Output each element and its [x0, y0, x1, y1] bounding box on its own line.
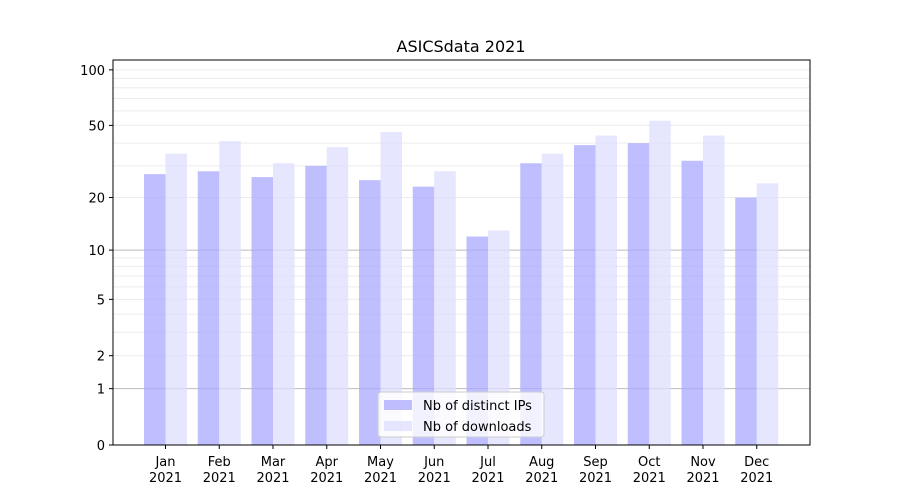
legend-swatch: [384, 421, 412, 431]
x-tick-label: Oct: [638, 455, 660, 470]
x-tick-label: Sep: [583, 455, 608, 470]
bar-distinct-ips: [627, 143, 650, 445]
y-tick-label: 1: [97, 383, 105, 398]
x-tick-label: 2021: [633, 471, 666, 486]
x-tick-label: 2021: [525, 471, 558, 486]
x-tick-label: Jun: [423, 455, 444, 470]
x-tick-label: 2021: [310, 471, 343, 486]
bar-distinct-ips: [520, 163, 542, 445]
x-tick-label: 2021: [203, 471, 236, 486]
x-tick-label: Aug: [529, 455, 554, 470]
bar-downloads: [434, 171, 456, 445]
x-tick-label: 2021: [418, 471, 451, 486]
x-tick-label: Mar: [261, 455, 286, 470]
x-tick-label: Apr: [316, 455, 339, 470]
bar-downloads: [326, 147, 349, 445]
y-tick-label: 2: [97, 350, 105, 365]
x-tick-label: 2021: [686, 471, 719, 486]
bar-downloads: [541, 153, 564, 446]
bar-distinct-ips: [412, 186, 435, 446]
bar-distinct-ips: [359, 180, 381, 445]
y-tick-label: 10: [88, 244, 105, 259]
bar-downloads: [165, 153, 187, 446]
y-tick-label: 50: [88, 119, 105, 134]
bar-distinct-ips: [251, 177, 273, 445]
bar-distinct-ips: [735, 197, 757, 445]
x-tick-label: May: [367, 455, 394, 470]
x-tick-label: Feb: [208, 455, 231, 470]
legend-swatch: [384, 400, 412, 410]
y-tick-label: 20: [88, 192, 105, 207]
y-tick-label: 100: [80, 64, 105, 79]
plot-frame: [112, 59, 811, 446]
legend-label: Nb of distinct IPs: [423, 399, 532, 414]
bar-downloads: [488, 230, 510, 445]
bar-downloads: [595, 135, 617, 445]
bar-distinct-ips: [144, 174, 166, 445]
x-tick-label: 2021: [149, 471, 182, 486]
bar-downloads: [380, 132, 402, 445]
x-tick-label: Jan: [154, 455, 175, 470]
x-tick-label: 2021: [579, 471, 612, 486]
bar-distinct-ips: [305, 165, 327, 445]
y-tick-label: 5: [97, 293, 105, 308]
bar-downloads: [703, 135, 725, 445]
chart-title: ASICSdata 2021: [397, 37, 526, 56]
bar-distinct-ips: [574, 145, 596, 446]
x-tick-label: 2021: [256, 471, 289, 486]
bar-downloads: [273, 163, 295, 445]
x-tick-label: 2021: [364, 471, 397, 486]
bar-downloads: [649, 120, 671, 446]
legend-label: Nb of downloads: [423, 420, 532, 435]
x-tick-label: Nov: [690, 455, 716, 470]
bar-distinct-ips: [681, 160, 703, 445]
bar-downloads: [219, 141, 241, 445]
x-tick-label: 2021: [740, 471, 773, 486]
y-tick-label: 0: [97, 439, 105, 454]
x-tick-label: Dec: [744, 455, 769, 470]
x-tick-label: 2021: [471, 471, 504, 486]
bar-distinct-ips: [197, 171, 220, 445]
legend-box: [377, 391, 545, 438]
bar-downloads: [756, 183, 779, 445]
x-tick-label: Jul: [479, 455, 496, 470]
